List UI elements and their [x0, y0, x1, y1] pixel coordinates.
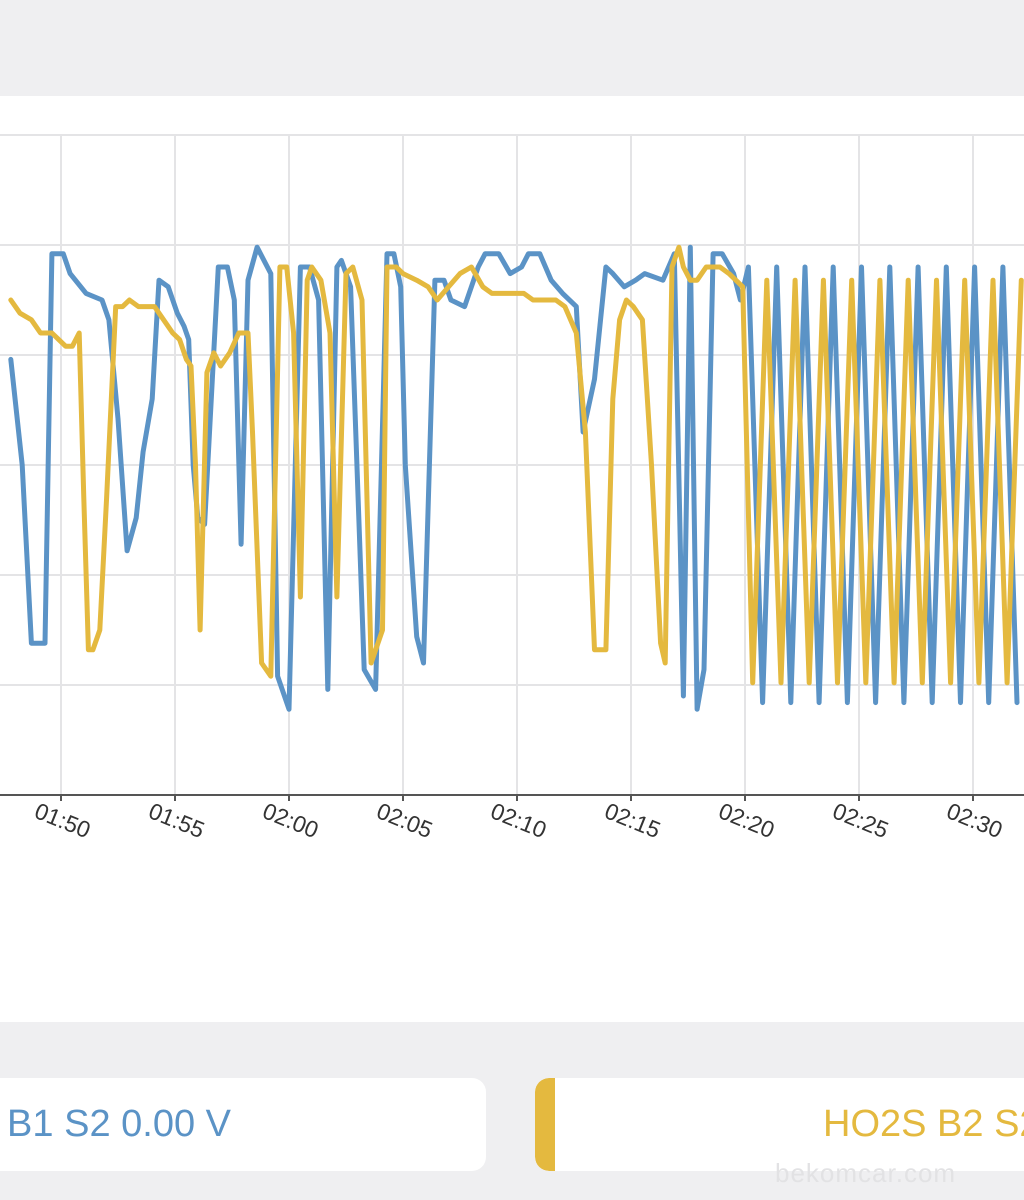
x-tick-label: 02:25 [829, 798, 892, 844]
x-tick-label: 02:20 [715, 798, 778, 844]
grid-layer [0, 134, 1024, 795]
top-bar [0, 0, 1024, 96]
chart-card: 01:50 01:55 02:00 02:05 02:10 02:15 02:20 02:25… [0, 96, 1024, 1022]
x-tick-label: 02:05 [373, 798, 436, 844]
x-tick-label: 02:00 [259, 798, 322, 844]
axis-layer: 01:50 01:55 02:00 02:05 02:10 02:15 02:20 02:25… [0, 794, 1024, 844]
legend-b2-card[interactable]: HO2S B2 S2 [535, 1078, 1024, 1171]
legend-b1-card[interactable]: S B1 S2 0.00 V [0, 1078, 486, 1171]
series-layer [8, 244, 1024, 712]
legend-b2-label: HO2S B2 S2 [823, 1103, 1024, 1145]
x-tick-label: 01:55 [145, 798, 208, 844]
watermark: bekomcar.com [775, 1158, 957, 1188]
x-tick-label: 02:30 [943, 798, 1006, 844]
x-tick-label: 02:10 [487, 798, 550, 844]
x-tick-label: 01:50 [31, 798, 94, 844]
legend-b1-label: S B1 S2 0.00 V [0, 1103, 231, 1145]
o2-sensor-chart: 01:50 01:55 02:00 02:05 02:10 02:15 02:20 02:25… [0, 134, 1024, 844]
series-line-b2 [8, 244, 1024, 686]
x-tick-label: 02:15 [601, 798, 664, 844]
legend-b2-color-tab [535, 1078, 555, 1171]
